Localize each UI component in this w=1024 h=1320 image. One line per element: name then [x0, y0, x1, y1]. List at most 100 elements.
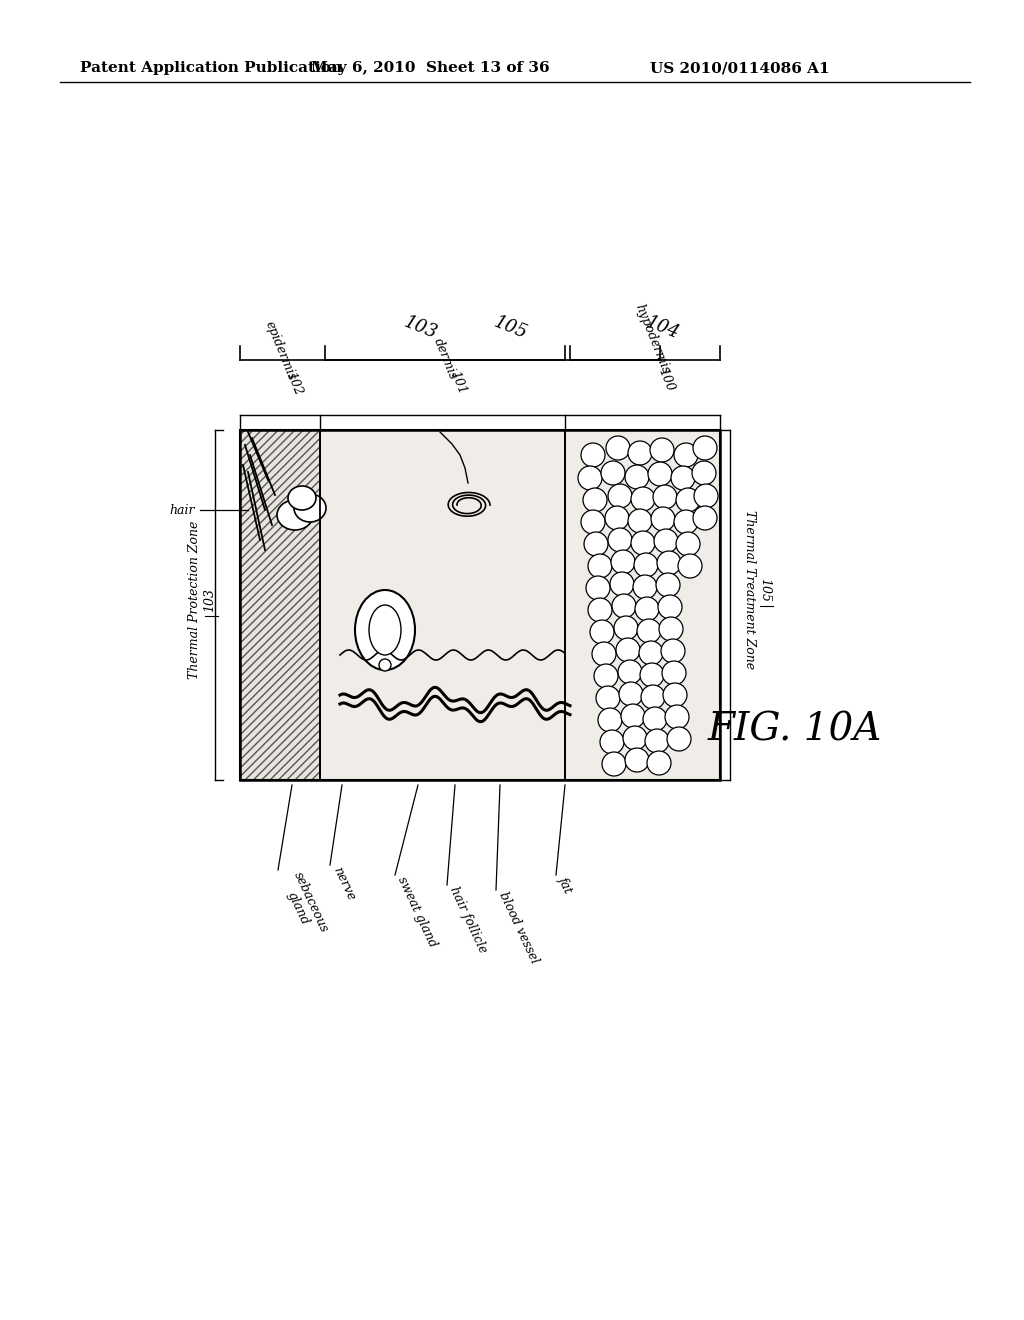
Text: dermis: dermis [431, 337, 459, 381]
Text: 105: 105 [759, 578, 771, 602]
Circle shape [379, 659, 391, 671]
Circle shape [625, 465, 649, 488]
Circle shape [598, 708, 622, 733]
Circle shape [600, 730, 624, 754]
Text: May 6, 2010  Sheet 13 of 36: May 6, 2010 Sheet 13 of 36 [310, 61, 549, 75]
Circle shape [590, 620, 614, 644]
Text: 100: 100 [655, 366, 677, 393]
Circle shape [665, 705, 689, 729]
Circle shape [693, 436, 717, 459]
Circle shape [594, 664, 618, 688]
Circle shape [647, 751, 671, 775]
Circle shape [658, 595, 682, 619]
Circle shape [635, 597, 659, 620]
Circle shape [606, 436, 630, 459]
Bar [240, 430, 720, 780]
Circle shape [674, 444, 698, 467]
Ellipse shape [355, 590, 415, 671]
Circle shape [662, 661, 686, 685]
Text: 104: 104 [644, 313, 682, 343]
Circle shape [640, 663, 664, 686]
Circle shape [637, 619, 662, 643]
Ellipse shape [278, 500, 313, 531]
Circle shape [586, 576, 610, 601]
Circle shape [628, 510, 652, 533]
Text: blood vessel: blood vessel [496, 890, 541, 966]
Circle shape [671, 466, 695, 490]
Text: fat: fat [556, 875, 575, 896]
Circle shape [676, 532, 700, 556]
Circle shape [605, 506, 629, 531]
Circle shape [643, 708, 667, 731]
Circle shape [592, 642, 616, 667]
Circle shape [692, 461, 716, 484]
Circle shape [634, 553, 658, 577]
Circle shape [621, 704, 645, 729]
Circle shape [588, 598, 612, 622]
Text: hair follicle: hair follicle [447, 884, 489, 956]
Circle shape [618, 660, 642, 684]
Circle shape [678, 554, 702, 578]
Circle shape [612, 594, 636, 618]
Circle shape [667, 727, 691, 751]
Bar [240, 430, 720, 780]
Bar [240, 430, 319, 780]
Circle shape [588, 554, 612, 578]
Text: 102: 102 [284, 370, 304, 397]
Circle shape [631, 487, 655, 511]
Circle shape [659, 616, 683, 642]
Circle shape [663, 682, 687, 708]
Ellipse shape [369, 605, 401, 655]
Circle shape [578, 466, 602, 490]
Text: sebaceous
gland: sebaceous gland [278, 870, 331, 941]
Circle shape [639, 642, 663, 665]
Circle shape [584, 532, 608, 556]
Circle shape [596, 686, 620, 710]
Text: US 2010/0114086 A1: US 2010/0114086 A1 [650, 61, 829, 75]
Ellipse shape [294, 494, 326, 521]
Text: Patent Application Publication: Patent Application Publication [80, 61, 342, 75]
Text: hair: hair [170, 503, 195, 516]
Circle shape [610, 572, 634, 597]
Text: epidermis: epidermis [262, 318, 298, 381]
Circle shape [674, 510, 698, 535]
Circle shape [581, 444, 605, 467]
Circle shape [645, 729, 669, 752]
Circle shape [631, 531, 655, 554]
Text: sweat gland: sweat gland [395, 875, 439, 950]
Circle shape [651, 507, 675, 531]
Circle shape [648, 462, 672, 486]
Circle shape [656, 573, 680, 597]
Circle shape [653, 484, 677, 510]
Circle shape [662, 639, 685, 663]
Circle shape [694, 484, 718, 508]
Text: Thermal Protection Zone: Thermal Protection Zone [188, 521, 202, 680]
Text: 103: 103 [401, 313, 440, 343]
Circle shape [583, 488, 607, 512]
Text: 101: 101 [447, 368, 469, 396]
Text: hypodermis: hypodermis [632, 302, 672, 376]
Circle shape [625, 748, 649, 772]
Circle shape [601, 461, 625, 484]
Circle shape [581, 510, 605, 535]
Text: nerve: nerve [330, 865, 357, 903]
Circle shape [654, 529, 678, 553]
Circle shape [657, 550, 681, 576]
Text: 105: 105 [492, 313, 529, 343]
Circle shape [641, 685, 665, 709]
Circle shape [608, 528, 632, 552]
Text: Thermal Treatment Zone: Thermal Treatment Zone [743, 511, 757, 669]
Circle shape [676, 488, 700, 512]
Circle shape [693, 506, 717, 531]
Circle shape [611, 550, 635, 574]
Circle shape [608, 484, 632, 508]
Text: FIG. 10A: FIG. 10A [708, 711, 883, 748]
Text: 103: 103 [204, 587, 216, 612]
Bar [240, 430, 720, 780]
Bar [240, 430, 319, 780]
Circle shape [623, 726, 647, 750]
Circle shape [628, 441, 652, 465]
Circle shape [633, 576, 657, 599]
Circle shape [614, 616, 638, 640]
Circle shape [616, 638, 640, 663]
